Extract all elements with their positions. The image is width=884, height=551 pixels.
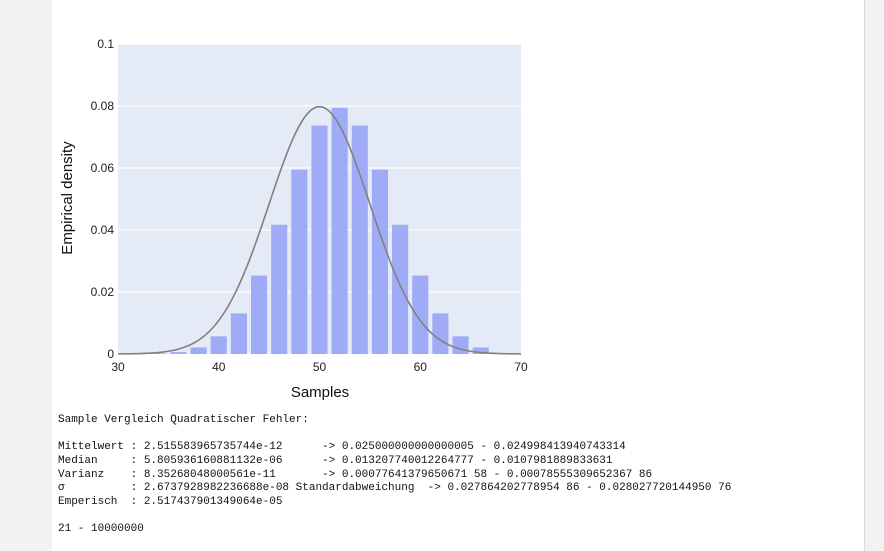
y-axis-label: Empirical density: [59, 141, 76, 255]
result-row-mittelwert: Mittelwert : 2.515583965735744e-12 -> 0.…: [58, 441, 626, 453]
output-heading: Sample Vergleich Quadratischer Fehler:: [58, 414, 309, 426]
histogram-bar: [190, 347, 207, 354]
histogram-bar: [210, 336, 227, 354]
y-tick-label: 0: [107, 347, 114, 361]
y-tick-label: 0.04: [91, 223, 115, 237]
x-axis-label: Samples: [291, 384, 349, 401]
result-row-emperisch: Emperisch : 2.517437901349064e-05: [58, 496, 283, 508]
x-tick-label: 60: [414, 360, 428, 374]
histogram-bar: [412, 275, 429, 354]
y-tick-label: 0.08: [91, 99, 115, 113]
histogram-bar: [230, 313, 247, 354]
histogram-bar: [472, 347, 489, 354]
histogram-bar: [392, 224, 409, 354]
x-tick-label: 70: [514, 360, 528, 374]
x-tick-label: 50: [313, 360, 327, 374]
histogram-bar: [351, 125, 368, 354]
histogram-bar: [271, 224, 288, 354]
histogram-bar: [452, 336, 469, 354]
histogram-bar: [432, 313, 449, 354]
histogram-bar: [311, 125, 328, 354]
x-tick-label: 40: [212, 360, 226, 374]
x-tick-labels: 30 40 50 60 70: [111, 360, 528, 374]
histogram-bar: [170, 352, 187, 354]
y-tick-labels: 0 0.02 0.04 0.06 0.08 0.1: [91, 37, 115, 361]
result-row-sigma: σ : 2.6737928982236688e-08 Standardabwei…: [58, 482, 732, 494]
y-tick-label: 0.06: [91, 161, 115, 175]
output-footer: 21 - 10000000: [58, 523, 144, 535]
right-gutter: [865, 0, 884, 551]
histogram-bar: [331, 107, 348, 354]
histogram-bar: [150, 353, 167, 354]
y-tick-label: 0.1: [97, 37, 114, 51]
histogram-bar: [291, 169, 308, 354]
result-row-median: Median : 5.805936160881132e-06 -> 0.0132…: [58, 455, 613, 467]
histogram-bar: [250, 275, 268, 354]
result-row-varianz: Varianz : 8.35268048000561e-11 -> 0.0007…: [58, 469, 653, 481]
histogram-bars: [150, 107, 489, 354]
x-tick-label: 30: [111, 360, 125, 374]
y-tick-label: 0.02: [91, 285, 115, 299]
histogram-bar: [371, 169, 389, 354]
normal-curve: [117, 105, 522, 355]
